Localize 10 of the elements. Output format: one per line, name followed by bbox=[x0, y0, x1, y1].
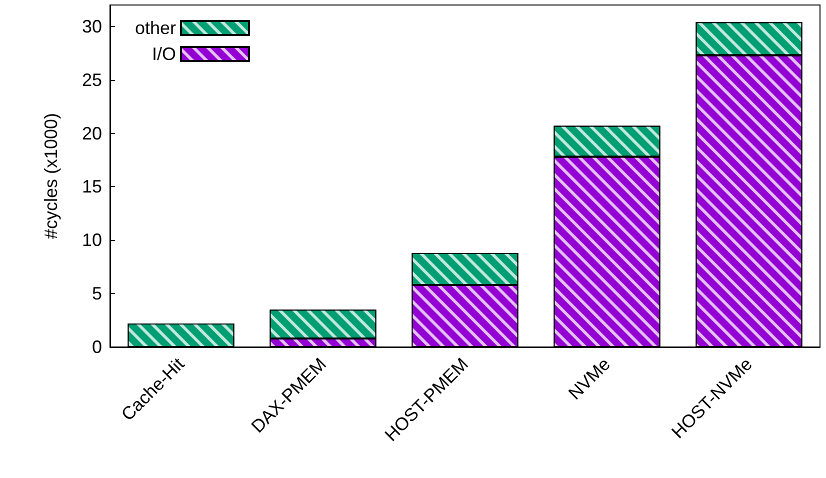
y-tick-label: 10 bbox=[82, 230, 102, 250]
legend-label: I/O bbox=[152, 44, 176, 64]
y-tick-label: 0 bbox=[92, 337, 102, 357]
y-axis-title: #cycles (x1000) bbox=[41, 112, 61, 240]
y-tick-label: 5 bbox=[92, 284, 102, 304]
y-tick-label: 15 bbox=[82, 176, 102, 197]
y-tick-label: 30 bbox=[82, 16, 102, 36]
legend-label: other bbox=[134, 18, 176, 38]
y-tick-label: 20 bbox=[82, 123, 102, 144]
y-tick-label: 25 bbox=[82, 70, 102, 90]
